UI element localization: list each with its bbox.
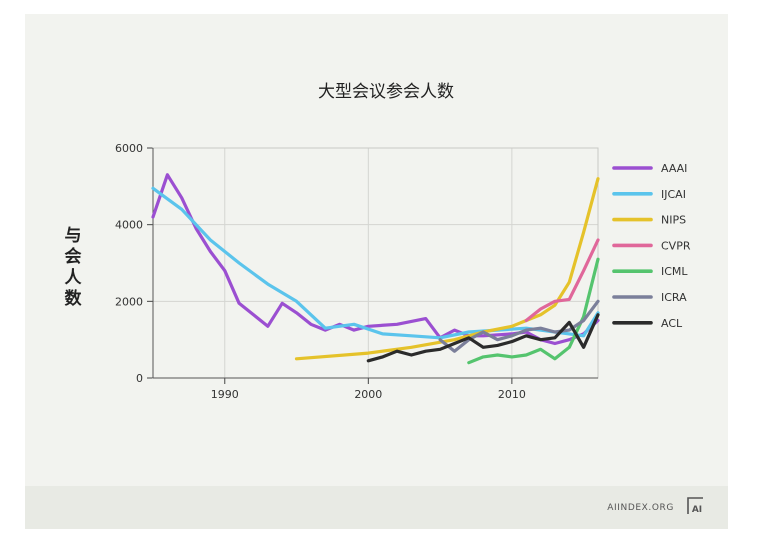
logo-text: AI	[692, 505, 702, 515]
y-tick-label: 0	[136, 372, 143, 385]
plot-area	[153, 148, 598, 378]
series-lines	[151, 173, 600, 365]
chart-title: 大型会议参会人数	[318, 82, 454, 102]
footer-bar: AIINDEX.ORG AI	[25, 486, 728, 529]
y-axis-label: 与会人数	[64, 226, 82, 309]
legend-label-cvpr: CVPR	[661, 239, 691, 252]
legend-label-icml: ICML	[661, 265, 688, 278]
x-tick-label: 2010	[498, 388, 526, 401]
brand-text[interactable]: AIINDEX.ORG	[607, 503, 674, 513]
legend: AAAI IJCAI NIPS CVPR ICML ICRA ACL	[612, 162, 691, 330]
legend-label-acl: ACL	[661, 317, 683, 330]
series-line-aaai	[151, 173, 600, 346]
y-tick-label: 4000	[115, 219, 143, 232]
y-tick-label: 2000	[115, 295, 143, 308]
series-line-nips	[294, 177, 600, 361]
series-line-acl	[366, 313, 600, 363]
x-tick-label: 2000	[354, 388, 382, 401]
y-tick-label: 6000	[115, 142, 143, 155]
legend-label-aaai: AAAI	[661, 162, 687, 175]
legend-label-nips: NIPS	[661, 214, 686, 227]
axes: 0 2000 4000 6000 1990 2000 2010	[115, 142, 599, 401]
series-line-cvpr	[524, 238, 600, 323]
legend-label-ijcai: IJCAI	[661, 188, 686, 201]
legend-label-icra: ICRA	[661, 291, 687, 304]
ai-index-logo-icon: AI	[687, 497, 703, 515]
x-tick-label: 1990	[211, 388, 239, 401]
